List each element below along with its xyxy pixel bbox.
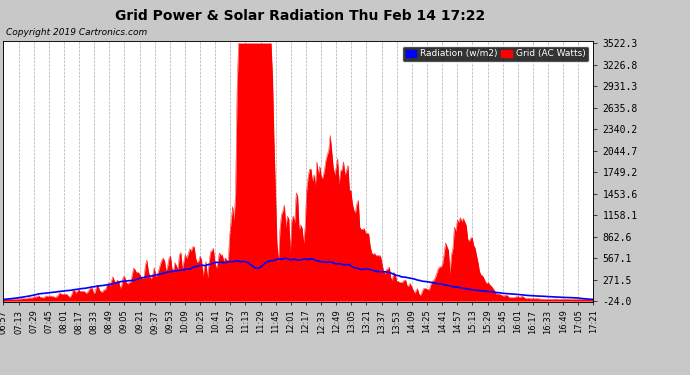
Text: Grid Power & Solar Radiation Thu Feb 14 17:22: Grid Power & Solar Radiation Thu Feb 14 … bbox=[115, 9, 485, 23]
Legend: Radiation (w/m2), Grid (AC Watts): Radiation (w/m2), Grid (AC Watts) bbox=[402, 46, 589, 62]
Text: Copyright 2019 Cartronics.com: Copyright 2019 Cartronics.com bbox=[6, 28, 147, 37]
